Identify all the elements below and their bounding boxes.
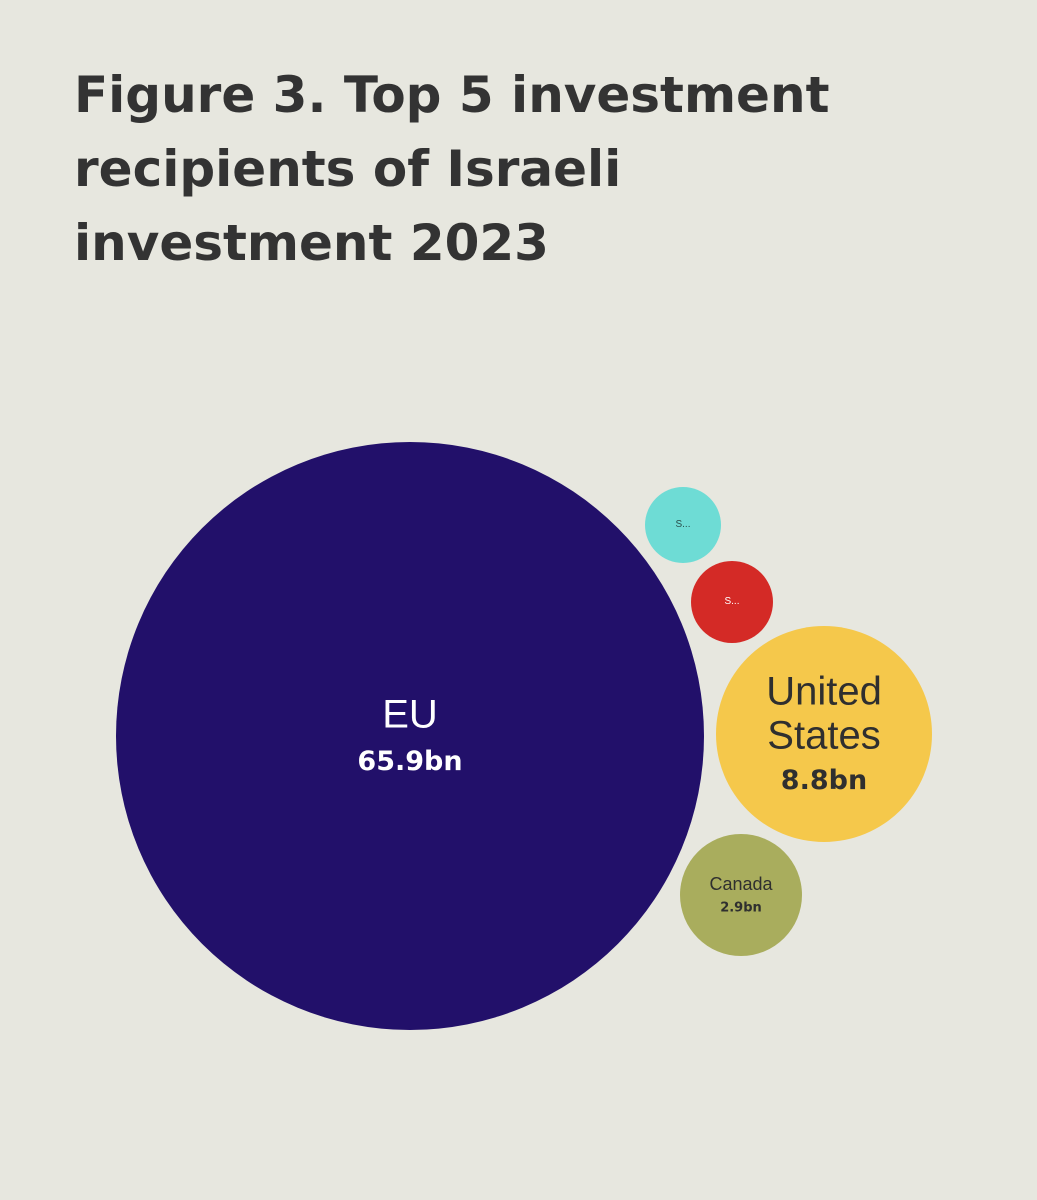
bubble-canada-4: Canada 2.9bn — [680, 834, 802, 956]
bubble-circle-s-2 — [691, 561, 773, 643]
bubble-value-united-states-3: 8.8bn — [781, 765, 867, 796]
chart-title-line-3: investment 2023 — [74, 214, 549, 272]
bubble-circle-united-states-3 — [716, 626, 932, 842]
bubble-circle-eu-0 — [116, 442, 704, 1030]
bubble-label-united-states-3-line-1: States — [767, 714, 880, 758]
bubble-s-1: S... — [645, 487, 721, 563]
bubble-label-s-2-line-0: S... — [724, 596, 739, 607]
bubble-value-eu-0: 65.9bn — [357, 746, 462, 777]
chart-title-line-2: recipients of Israeli — [74, 140, 622, 198]
bubble-label-eu-0-line-0: EU — [382, 693, 438, 737]
chart-title: Figure 3. Top 5 investment recipients of… — [74, 58, 954, 280]
bubble-value-canada-4: 2.9bn — [720, 901, 762, 916]
bubble-s-2: S... — [691, 561, 773, 643]
bubble-circle-canada-4 — [680, 834, 802, 956]
bubble-label-united-states-3-line-0: United — [766, 670, 882, 714]
chart-title-line-1: Figure 3. Top 5 investment — [74, 66, 830, 124]
bubble-label-canada-4-line-0: Canada — [709, 874, 773, 894]
bubble-circle-s-1 — [645, 487, 721, 563]
bubble-eu-0: EU 65.9bn — [116, 442, 704, 1030]
bubble-label-s-1-line-0: S... — [675, 519, 690, 530]
